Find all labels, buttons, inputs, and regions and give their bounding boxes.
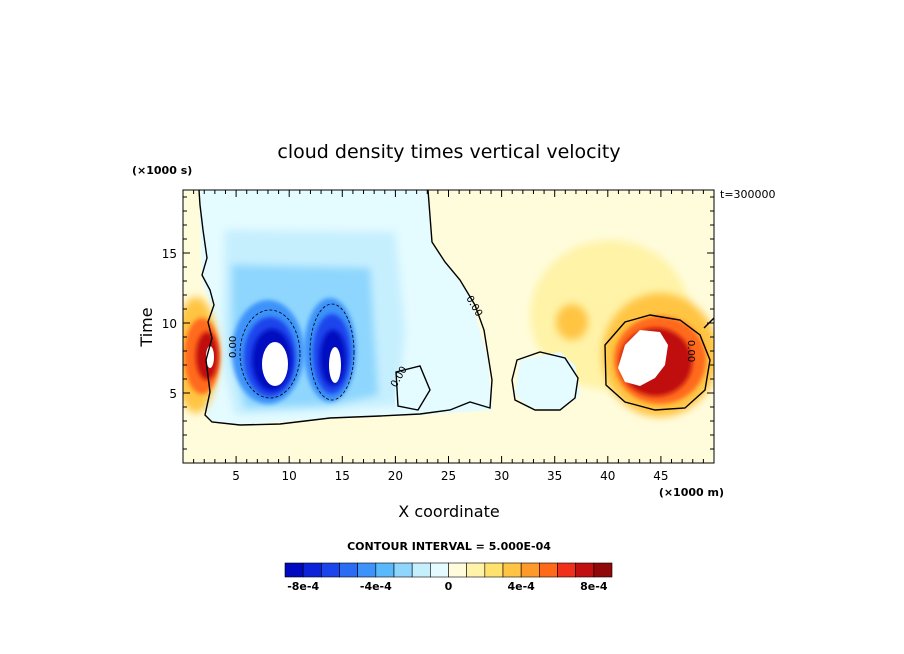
colorbar-swatch (411, 562, 431, 578)
x-tick-label: 10 (282, 469, 297, 483)
colorbar-swatch (520, 562, 540, 578)
x-tick-label: 15 (335, 469, 350, 483)
negative-contours (239, 303, 355, 401)
chart-title: cloud density times vertical velocity (277, 141, 620, 163)
x-tick-label: 35 (547, 469, 562, 483)
colorbar-swatch (302, 562, 322, 578)
y-unit-label: (×1000 s) (132, 164, 192, 177)
colorbar-swatch (357, 562, 377, 578)
x-unit-label: (×1000 m) (659, 486, 724, 499)
contour-label-4: 0.00 (685, 340, 696, 362)
colorbar-swatch (284, 562, 304, 578)
x-tick-label: 40 (600, 469, 615, 483)
positive-weak-core (556, 304, 588, 340)
x-tick-label: 30 (494, 469, 509, 483)
negative-patch-small (395, 370, 430, 410)
positive-right-max (618, 330, 668, 386)
colorbar-swatch (484, 562, 504, 578)
x-tick-label: 45 (653, 469, 668, 483)
negative-patch-center (515, 352, 580, 410)
x-tick-label: 5 (232, 469, 240, 483)
colorbar-swatch (448, 562, 467, 578)
colorbar-swatch (321, 562, 340, 578)
contour-interval-label: CONTOUR INTERVAL = 5.000E-04 (347, 540, 551, 553)
negative-contour-left (239, 309, 301, 399)
colorbar: -8e-4 -4e-4 0 4e-4 8e-4 (284, 562, 613, 593)
negative-core-right-max (329, 347, 341, 383)
axis-ticks: 5 10 15 20 25 30 35 40 45 5 10 15 (162, 190, 714, 483)
colorbar-swatch (339, 562, 358, 578)
x-axis-label: X coordinate (398, 502, 499, 521)
zero-contour-small (395, 365, 431, 411)
colorbar-swatch (557, 562, 576, 578)
colorbar-swatch (502, 562, 522, 578)
zero-contours (198, 190, 714, 426)
colorbar-swatch (466, 562, 486, 578)
zero-contour-main (198, 190, 493, 426)
zero-contour-patch (511, 351, 579, 411)
plot-area: 0.00 0.00 0.00 0.00 5 10 15 20 25 30 35 40 45510… (162, 189, 715, 483)
zero-contour-right-blob (604, 314, 711, 411)
y-tick-label: 15 (162, 247, 177, 261)
y-axis-label: Time (137, 307, 156, 347)
colorbar-swatch (575, 562, 595, 578)
colorbar-swatch (539, 562, 558, 578)
x-tick-label: 20 (388, 469, 403, 483)
negative-contour-right (309, 303, 355, 401)
time-stamp: t=300000 (720, 188, 776, 201)
colorbar-tick-label: 8e-4 (580, 580, 608, 593)
colorbar-tick-label: -8e-4 (287, 580, 319, 593)
y-tick-label: 5 (169, 387, 177, 401)
y-tick-label: 10 (162, 317, 177, 331)
colorbar-swatch (375, 562, 395, 578)
contour-label-1: 0.00 (228, 336, 239, 358)
colorbar-swatch (430, 562, 449, 578)
colorbar-tick-label: 4e-4 (507, 580, 535, 593)
colorbar-swatch (393, 562, 413, 578)
colorbar-tick-label: -4e-4 (360, 580, 392, 593)
colorbar-tick-label: 0 (445, 580, 453, 593)
x-tick-label: 25 (441, 469, 456, 483)
negative-core-left-max (262, 342, 288, 386)
colorbar-swatch (593, 562, 613, 578)
